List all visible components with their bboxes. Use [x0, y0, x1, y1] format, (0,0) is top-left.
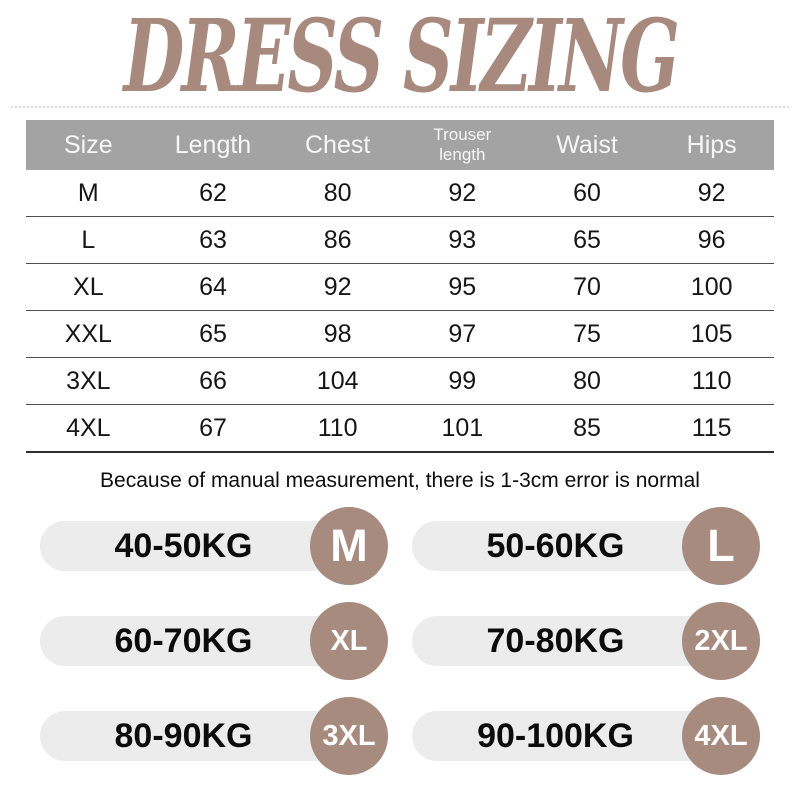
table-cell: 110 [317, 413, 358, 442]
weight-size-pill: 80-90KG 3XL [40, 697, 388, 775]
table-row: 4XL 67 110 101 85 115 [26, 405, 774, 453]
table-row: M 62 80 92 60 92 [26, 170, 774, 217]
table-cell: 70 [573, 272, 601, 301]
column-header-chest: Chest [305, 130, 371, 159]
table-cell-size: M [77, 178, 99, 207]
column-header-trouser-length: Trouser length [400, 125, 525, 165]
table-cell: 80 [573, 366, 601, 395]
table-cell: 60 [573, 178, 601, 207]
weight-range-label: 40-50KG [114, 526, 253, 565]
table-cell-size: L [81, 225, 96, 254]
table-cell: 85 [573, 413, 601, 442]
weight-range-label: 60-70KG [114, 621, 253, 660]
weight-range-label: 50-60KG [486, 526, 625, 565]
weight-size-pill: 70-80KG 2XL [412, 602, 760, 680]
weight-range-label: 90-100KG [477, 716, 634, 755]
table-cell: 101 [441, 413, 484, 442]
table-cell: 96 [697, 225, 726, 254]
title-area: DRESS SIZING [0, 6, 800, 106]
column-header-hips: Hips [686, 130, 737, 159]
table-cell: 64 [199, 272, 227, 301]
weight-size-pill: 90-100KG 4XL [412, 697, 760, 775]
table-cell-size: 4XL [66, 413, 111, 442]
table-cell: 93 [448, 225, 477, 254]
dotted-divider [11, 106, 789, 108]
table-cell: 95 [448, 272, 477, 301]
table-row: L 63 86 93 65 96 [26, 217, 774, 264]
weight-range-label: 70-80KG [486, 621, 625, 660]
table-cell: 63 [199, 225, 227, 254]
size-badge: 4XL [682, 697, 760, 775]
size-badge: XL [310, 602, 388, 680]
table-cell: 105 [690, 319, 733, 348]
table-cell: 86 [323, 225, 352, 254]
table-cell: 99 [448, 366, 477, 395]
table-cell: 92 [448, 178, 477, 207]
column-header-length: Length [174, 130, 252, 159]
table-cell: 65 [573, 225, 601, 254]
size-badge: 2XL [682, 602, 760, 680]
table-cell: 66 [199, 366, 227, 395]
column-header-waist: Waist [556, 130, 618, 159]
table-cell: 97 [448, 319, 477, 348]
table-cell-size: XL [73, 272, 104, 301]
weight-size-pill: 50-60KG L [412, 507, 760, 585]
table-row: XXL 65 98 97 75 105 [26, 311, 774, 358]
table-cell: 80 [323, 178, 352, 207]
weight-range-label: 80-90KG [114, 716, 253, 755]
table-cell: 104 [316, 366, 359, 395]
table-cell: 100 [690, 272, 733, 301]
table-cell: 75 [573, 319, 601, 348]
measurement-note: Because of manual measurement, there is … [100, 469, 700, 492]
weight-size-pill: 40-50KG M [40, 507, 388, 585]
weight-size-pill: 60-70KG XL [40, 602, 388, 680]
table-row: 3XL 66 104 99 80 110 [26, 358, 774, 405]
table-cell-size: XXL [64, 319, 112, 348]
table-cell: 92 [323, 272, 352, 301]
table-header-row: Size Length Chest Trouser length Waist H… [26, 120, 774, 170]
table-cell: 92 [697, 178, 726, 207]
table-cell-size: 3XL [66, 366, 111, 395]
table-cell: 110 [691, 366, 732, 395]
column-header-trouser-length-label: Trouser length [433, 125, 492, 164]
table-cell: 67 [199, 413, 227, 442]
table-cell: 62 [199, 178, 227, 207]
size-table: Size Length Chest Trouser length Waist H… [26, 120, 774, 453]
table-cell: 115 [691, 413, 732, 442]
table-row: XL 64 92 95 70 100 [26, 264, 774, 311]
table-cell: 65 [199, 319, 227, 348]
weight-size-guide: 40-50KG M 50-60KG L 60-70KG XL 70-80KG 2… [40, 507, 760, 775]
table-cell: 98 [323, 319, 352, 348]
size-badge: L [682, 507, 760, 585]
size-badge: 3XL [310, 697, 388, 775]
size-badge: M [310, 507, 388, 585]
page-title: DRESS SIZING [123, 0, 679, 115]
column-header-size: Size [64, 130, 113, 159]
